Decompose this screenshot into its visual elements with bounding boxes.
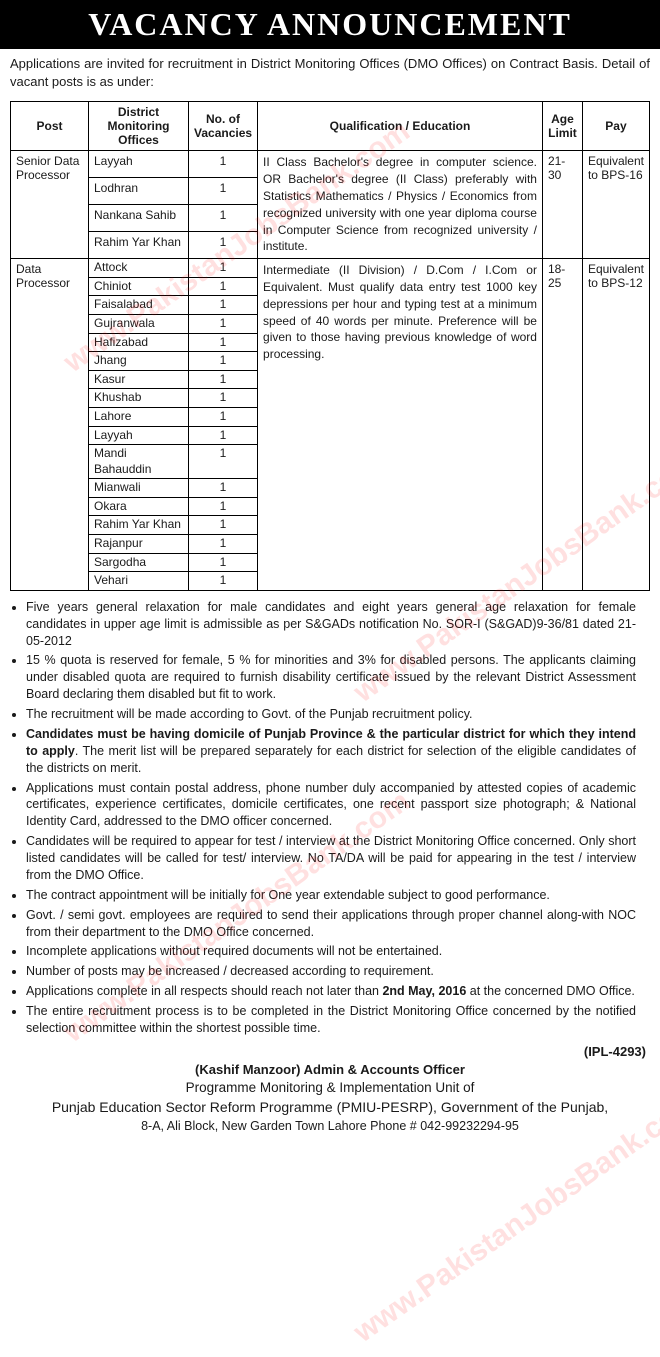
cell-dmo: Layyah: [89, 151, 189, 178]
cell-vacancies: 1: [189, 296, 258, 315]
table-row: Senior Data ProcessorLayyah1II Class Bac…: [11, 151, 650, 178]
cell-vacancies: 1: [189, 572, 258, 591]
cell-vacancies: 1: [189, 389, 258, 408]
footer-org-line: Programme Monitoring & Implementation Un…: [10, 1079, 650, 1098]
note-item: Candidates must be having domicile of Pu…: [26, 726, 636, 777]
cell-age: 18-25: [542, 259, 582, 591]
note-item: The contract appointment will be initial…: [26, 887, 636, 904]
footer-signatory: (Kashif Manzoor) Admin & Accounts Office…: [10, 1061, 650, 1079]
cell-vacancies: 1: [189, 314, 258, 333]
cell-pay: Equivalent to BPS-12: [582, 259, 649, 591]
cell-dmo: Rahim Yar Khan: [89, 516, 189, 535]
cell-vacancies: 1: [189, 535, 258, 554]
col-pay: Pay: [582, 102, 649, 151]
page-title-banner: VACANCY ANNOUNCEMENT: [0, 0, 660, 49]
cell-vacancies: 1: [189, 178, 258, 205]
table-row: Data ProcessorAttock1Intermediate (II Di…: [11, 259, 650, 278]
cell-dmo: Lahore: [89, 407, 189, 426]
cell-vacancies: 1: [189, 259, 258, 278]
cell-dmo: Hafizabad: [89, 333, 189, 352]
cell-dmo: Lodhran: [89, 178, 189, 205]
note-item: Five years general relaxation for male c…: [26, 599, 636, 650]
cell-dmo: Layyah: [89, 426, 189, 445]
note-item: The recruitment will be made according t…: [26, 706, 636, 723]
ipl-code: (IPL-4293): [0, 1044, 660, 1059]
cell-dmo: Mandi Bahauddin: [89, 445, 189, 479]
note-item: Applications must contain postal address…: [26, 780, 636, 831]
cell-dmo: Vehari: [89, 572, 189, 591]
note-item: Incomplete applications without required…: [26, 943, 636, 960]
table-header-row: Post District Monitoring Offices No. of …: [11, 102, 650, 151]
note-item: Applications complete in all respects sh…: [26, 983, 636, 1000]
cell-dmo: Khushab: [89, 389, 189, 408]
cell-vacancies: 1: [189, 445, 258, 479]
cell-vacancies: 1: [189, 333, 258, 352]
notes-list: Five years general relaxation for male c…: [0, 595, 660, 1048]
cell-dmo: Gujranwala: [89, 314, 189, 333]
cell-dmo: Nankana Sahib: [89, 205, 189, 232]
cell-vacancies: 1: [189, 479, 258, 498]
col-post: Post: [11, 102, 89, 151]
cell-post: Data Processor: [11, 259, 89, 591]
cell-dmo: Okara: [89, 497, 189, 516]
cell-vacancies: 1: [189, 553, 258, 572]
col-dmo: District Monitoring Offices: [89, 102, 189, 151]
cell-dmo: Kasur: [89, 370, 189, 389]
cell-vacancies: 1: [189, 277, 258, 296]
col-age: Age Limit: [542, 102, 582, 151]
cell-dmo: Jhang: [89, 352, 189, 371]
cell-dmo: Mianwali: [89, 479, 189, 498]
vacancy-table: Post District Monitoring Offices No. of …: [10, 101, 650, 590]
cell-post: Senior Data Processor: [11, 151, 89, 259]
cell-dmo: Sargodha: [89, 553, 189, 572]
note-item: The entire recruitment process is to be …: [26, 1003, 636, 1037]
cell-age: 21-30: [542, 151, 582, 259]
cell-dmo: Rajanpur: [89, 535, 189, 554]
note-item: Number of posts may be increased / decre…: [26, 963, 636, 980]
cell-dmo: Faisalabad: [89, 296, 189, 315]
intro-text: Applications are invited for recruitment…: [0, 49, 660, 97]
footer-programme: Punjab Education Sector Reform Programme…: [10, 1098, 650, 1118]
cell-vacancies: 1: [189, 205, 258, 232]
cell-vacancies: 1: [189, 352, 258, 371]
cell-vacancies: 1: [189, 370, 258, 389]
cell-dmo: Rahim Yar Khan: [89, 232, 189, 259]
cell-dmo: Chiniot: [89, 277, 189, 296]
cell-vacancies: 1: [189, 232, 258, 259]
cell-vacancies: 1: [189, 497, 258, 516]
cell-vacancies: 1: [189, 151, 258, 178]
col-vacancies: No. of Vacancies: [189, 102, 258, 151]
cell-qualification: Intermediate (II Division) / D.Com / I.C…: [258, 259, 543, 591]
cell-dmo: Attock: [89, 259, 189, 278]
cell-qualification: II Class Bachelor's degree in computer s…: [258, 151, 543, 259]
col-qualification: Qualification / Education: [258, 102, 543, 151]
cell-vacancies: 1: [189, 426, 258, 445]
note-item: Govt. / semi govt. employees are require…: [26, 907, 636, 941]
footer-block: (Kashif Manzoor) Admin & Accounts Office…: [0, 1059, 660, 1145]
note-item: 15 % quota is reserved for female, 5 % f…: [26, 652, 636, 703]
cell-vacancies: 1: [189, 516, 258, 535]
cell-pay: Equivalent to BPS-16: [582, 151, 649, 259]
note-item: Candidates will be required to appear fo…: [26, 833, 636, 884]
cell-vacancies: 1: [189, 407, 258, 426]
footer-address: 8-A, Ali Block, New Garden Town Lahore P…: [10, 1118, 650, 1136]
